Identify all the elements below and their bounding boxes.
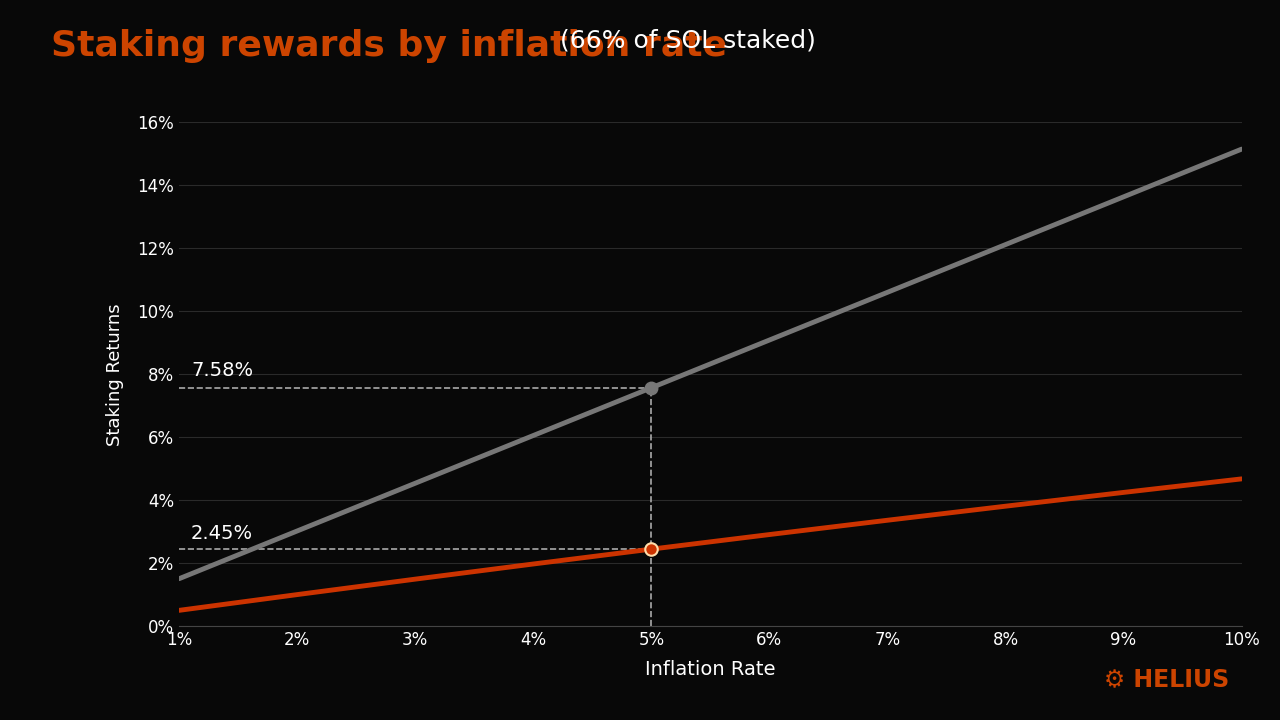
- Text: ⚙ HELIUS: ⚙ HELIUS: [1103, 667, 1229, 691]
- Text: (66% of SOL staked): (66% of SOL staked): [544, 29, 815, 53]
- Text: Staking rewards by inflation rate: Staking rewards by inflation rate: [51, 29, 727, 63]
- Legend: Nominal staking returns, Inflation-adjusted staking returns: Nominal staking returns, Inflation-adjus…: [379, 716, 1038, 720]
- Text: 7.58%: 7.58%: [191, 361, 253, 380]
- Y-axis label: Staking Returns: Staking Returns: [105, 303, 124, 446]
- Text: 2.45%: 2.45%: [191, 524, 253, 544]
- X-axis label: Inflation Rate: Inflation Rate: [645, 660, 776, 680]
